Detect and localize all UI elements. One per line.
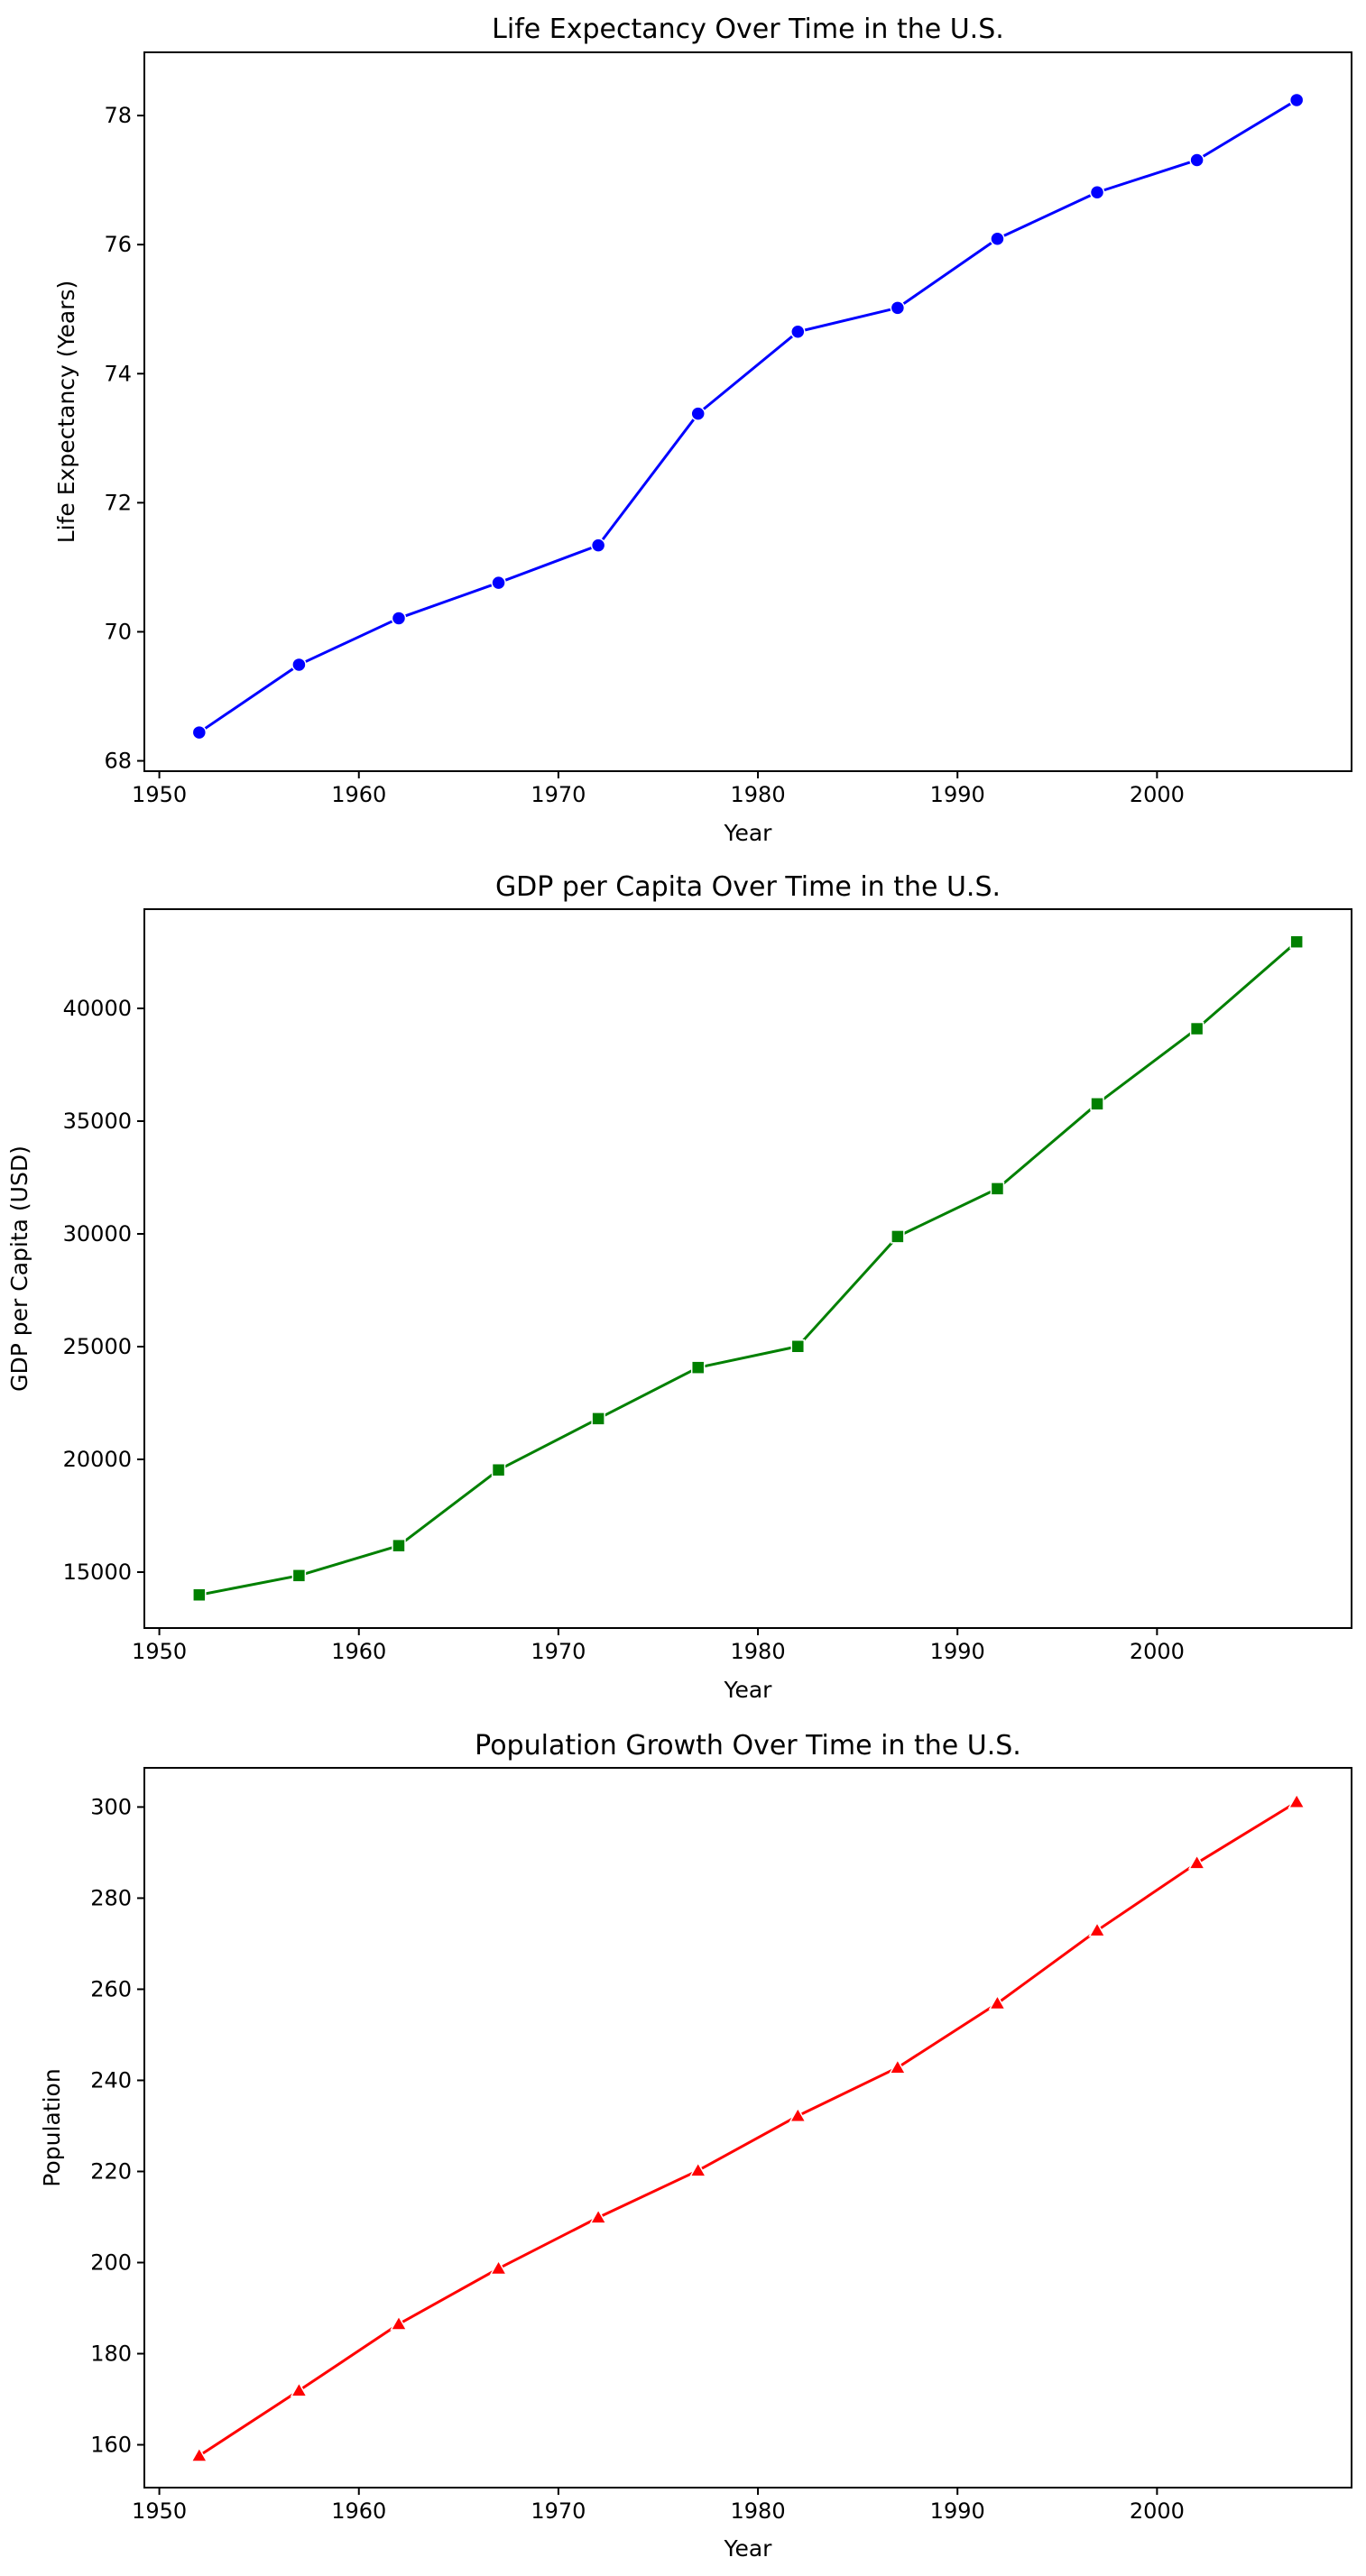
data-point-11 <box>1289 934 1304 949</box>
data-point-4 <box>589 2208 607 2224</box>
y-tick-label: 76 <box>104 232 132 257</box>
data-point-3 <box>489 2259 508 2276</box>
y-tick-label: 240 <box>90 2067 132 2093</box>
data-point-10 <box>1189 152 1204 168</box>
data-point-5 <box>690 406 706 421</box>
data-point-10 <box>1189 1021 1204 1036</box>
plot-area-frame <box>143 51 1352 772</box>
data-point-2 <box>391 611 407 626</box>
data-point-1 <box>291 1569 307 1583</box>
data-point-9 <box>1090 1097 1104 1111</box>
series-line <box>198 1800 1297 2457</box>
x-tick-label: 1970 <box>531 2498 586 2524</box>
data-point-9 <box>1088 1921 1106 1937</box>
data-point-11 <box>1288 1792 1306 1809</box>
data-point-0 <box>191 724 208 741</box>
data-point-11 <box>1288 92 1305 108</box>
x-tick-label: 1960 <box>331 1639 386 1664</box>
data-point-1 <box>290 2381 309 2397</box>
x-tick-label: 1980 <box>731 1639 786 1664</box>
data-point-8 <box>988 1994 1007 2010</box>
x-tick-label: 1960 <box>331 782 386 807</box>
data-point-2 <box>390 2314 408 2331</box>
x-tick-label: 2000 <box>1130 1639 1185 1664</box>
x-tick-label: 1980 <box>731 782 786 807</box>
x-axis-label: Year <box>724 1677 773 1703</box>
data-point-6 <box>789 2106 808 2122</box>
data-point-5 <box>690 1360 706 1375</box>
data-point-4 <box>591 1412 605 1426</box>
data-point-0 <box>192 1587 207 1602</box>
y-tick-label: 300 <box>90 1794 132 1819</box>
data-point-4 <box>590 538 606 553</box>
y-axis-label: Population <box>39 2068 65 2186</box>
series-line <box>198 98 1297 734</box>
x-tick-label: 1990 <box>930 2498 985 2524</box>
y-tick-label: 68 <box>104 749 132 774</box>
data-point-7 <box>889 2058 907 2075</box>
x-tick-label: 1970 <box>531 1639 586 1664</box>
y-axis-label: Life Expectancy (Years) <box>53 281 79 544</box>
plot-area-frame <box>143 908 1352 1629</box>
y-tick-label: 220 <box>90 2158 132 2184</box>
series-line <box>198 941 1298 1596</box>
y-axis-label: GDP per Capita (USD) <box>6 1145 32 1392</box>
y-tick-label: 200 <box>90 2249 132 2275</box>
y-tick-label: 78 <box>104 103 132 128</box>
x-tick-label: 2000 <box>1130 782 1185 807</box>
y-tick-label: 35000 <box>63 1109 132 1134</box>
y-tick-label: 260 <box>90 1976 132 2001</box>
x-tick-label: 1990 <box>930 1639 985 1664</box>
y-tick-label: 20000 <box>63 1447 132 1472</box>
data-point-6 <box>790 1339 806 1354</box>
chart-title: Population Growth Over Time in the U.S. <box>475 1730 1021 1762</box>
x-axis-label: Year <box>724 820 773 846</box>
data-point-6 <box>790 324 806 340</box>
y-tick-label: 180 <box>90 2341 132 2367</box>
data-point-3 <box>491 1462 506 1477</box>
data-point-5 <box>688 2161 707 2177</box>
chart-panel-3: Population Growth Over Time in the U.S. 1… <box>39 1730 1352 2562</box>
data-point-10 <box>1187 1854 1206 1870</box>
chart-title: GDP per Capita Over Time in the U.S. <box>495 871 1001 903</box>
data-point-9 <box>1089 185 1105 200</box>
x-tick-label: 1980 <box>731 2498 786 2524</box>
x-tick-label: 1990 <box>930 782 985 807</box>
data-point-0 <box>190 2446 208 2462</box>
x-tick-label: 1970 <box>531 782 586 807</box>
data-point-8 <box>990 1182 1005 1196</box>
x-tick-label: 1950 <box>132 1639 187 1664</box>
chart-panel-2: GDP per Capita Over Time in the U.S. 1950… <box>6 871 1352 1703</box>
y-tick-label: 25000 <box>63 1334 132 1359</box>
y-tick-label: 30000 <box>63 1221 132 1247</box>
y-tick-label: 74 <box>104 361 132 386</box>
y-tick-label: 160 <box>90 2433 132 2458</box>
chart-title: Life Expectancy Over Time in the U.S. <box>492 14 1004 45</box>
x-tick-label: 1950 <box>132 782 187 807</box>
plot-area-frame <box>143 1767 1352 2489</box>
y-tick-label: 40000 <box>63 996 132 1021</box>
data-point-3 <box>491 575 506 591</box>
data-point-7 <box>890 300 906 316</box>
x-tick-label: 2000 <box>1130 2498 1185 2524</box>
data-point-8 <box>990 231 1005 247</box>
chart-panel-1: Life Expectancy Over Time in the U.S. 195… <box>53 14 1352 846</box>
y-tick-label: 72 <box>104 490 132 515</box>
y-tick-label: 15000 <box>63 1559 132 1585</box>
x-tick-label: 1950 <box>132 2498 187 2524</box>
y-tick-label: 70 <box>104 619 132 644</box>
y-tick-label: 280 <box>90 1885 132 1910</box>
x-axis-label: Year <box>724 2535 773 2562</box>
data-point-1 <box>291 657 307 673</box>
data-point-7 <box>891 1229 905 1244</box>
data-point-2 <box>392 1538 406 1553</box>
x-tick-label: 1960 <box>331 2498 386 2524</box>
